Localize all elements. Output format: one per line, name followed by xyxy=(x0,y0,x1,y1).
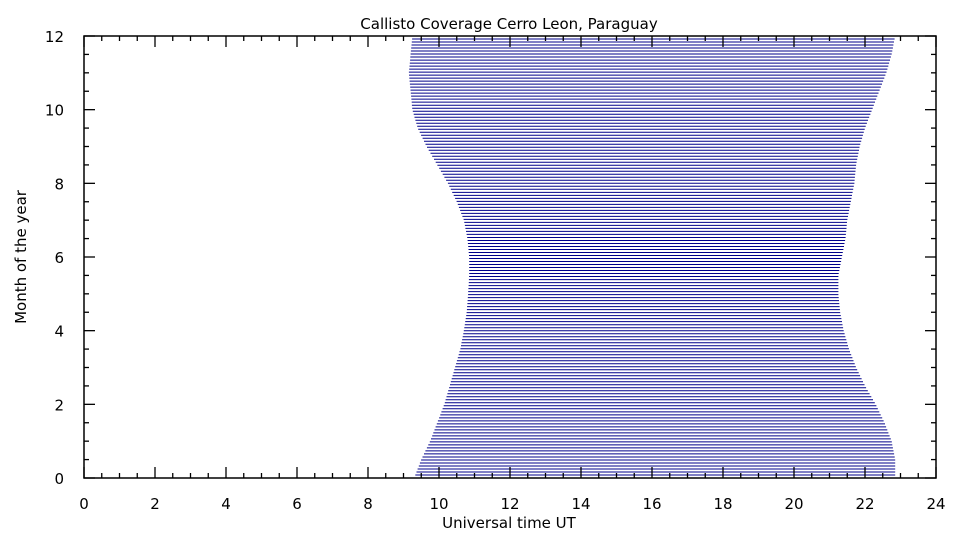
coverage-bands xyxy=(408,35,896,479)
x-tick-label: 20 xyxy=(784,495,803,513)
x-tick-label: 4 xyxy=(221,495,231,513)
y-axis-title: Month of the year xyxy=(12,189,30,324)
x-tick-label: 14 xyxy=(571,495,590,513)
x-tick-label: 12 xyxy=(500,495,519,513)
y-tick-label: 12 xyxy=(45,28,64,46)
y-tick-label: 10 xyxy=(45,102,64,120)
y-tick-label: 2 xyxy=(54,396,64,414)
x-tick-label: 24 xyxy=(926,495,945,513)
x-axis-title: Universal time UT xyxy=(442,514,577,532)
x-tick-label: 0 xyxy=(79,495,89,513)
chart-title: Callisto Coverage Cerro Leon, Paraguay xyxy=(360,15,658,33)
y-tick-label: 4 xyxy=(54,323,64,341)
x-tick-label: 8 xyxy=(363,495,373,513)
x-tick-label: 16 xyxy=(642,495,661,513)
x-tick-label: 6 xyxy=(292,495,302,513)
x-tick-label: 22 xyxy=(855,495,874,513)
x-tick-label: 18 xyxy=(713,495,732,513)
y-tick-label: 8 xyxy=(54,175,64,193)
y-tick-label: 6 xyxy=(54,249,64,267)
y-tick-label: 0 xyxy=(54,470,64,488)
x-axis-ticks: 0 2 4 6 8 10 12 14 16 18 20 22 24 xyxy=(79,36,946,513)
x-tick-label: 2 xyxy=(150,495,160,513)
y-axis-ticks: 0 2 4 6 8 10 12 xyxy=(45,28,936,488)
x-tick-label: 10 xyxy=(429,495,448,513)
